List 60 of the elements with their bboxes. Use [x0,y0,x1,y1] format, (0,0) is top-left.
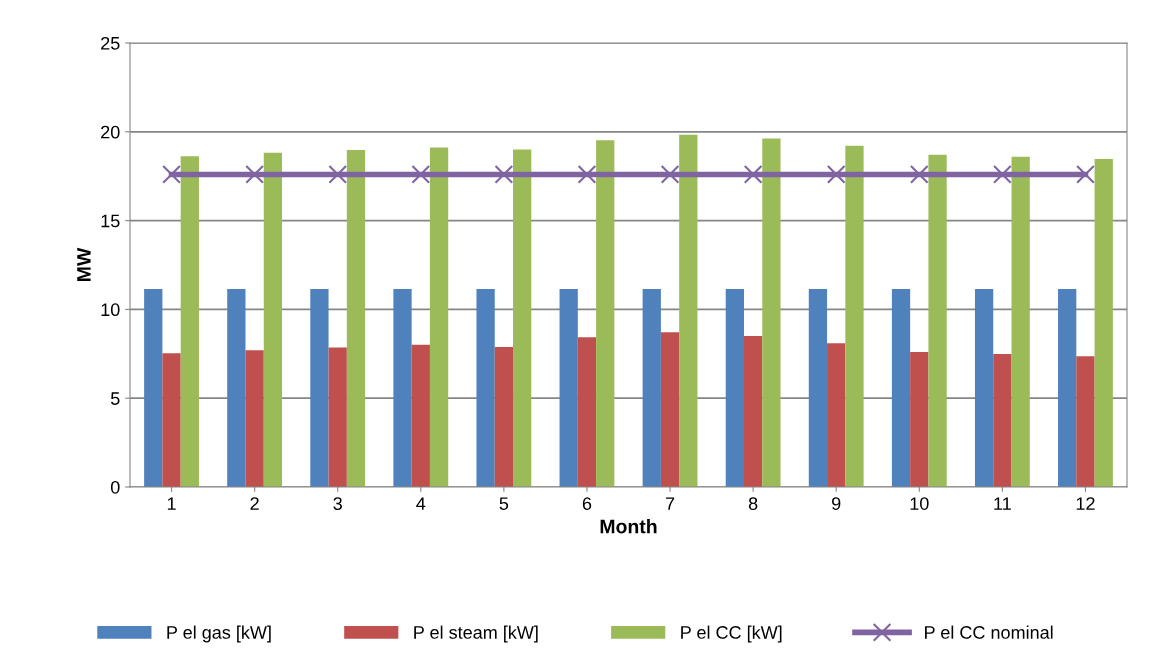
y-tick-label: 5 [110,392,120,405]
x-tick-label: 12 [1076,497,1095,510]
x-tick-label: 5 [499,497,509,510]
legend-label: P el CC nominal [925,625,1053,639]
x-tick-label: 3 [333,497,342,510]
bar [928,154,947,487]
bar [891,288,911,487]
bar [642,288,661,487]
bar [429,147,449,487]
x-tick-label: 7 [665,497,675,510]
bar [910,352,929,487]
legend-label: P el steam [kW] [414,625,538,643]
bar [1094,158,1113,487]
bar [845,145,864,487]
bar [263,152,283,487]
y-axis-title: MW [77,247,91,281]
legend-label: P el CC [kW] [681,625,782,643]
bar [513,149,532,487]
x-tick-label: 8 [748,497,758,510]
bar [494,347,514,487]
bar [411,344,430,487]
bar [660,332,680,487]
y-tick-label: 20 [101,125,120,139]
bar [346,150,366,487]
x-tick-label: 10 [910,497,929,510]
bar [393,288,412,487]
x-tick-label: 6 [582,497,592,510]
bar [993,353,1012,487]
legend-label: P el gas [kW] [167,625,271,643]
bar [725,288,744,487]
bar [476,288,495,487]
bar [827,343,846,487]
y-tick-label: 15 [101,214,120,228]
bar [1076,356,1095,487]
bar [1011,156,1030,487]
x-tick-label: 4 [416,497,426,510]
bar [577,337,597,487]
x-tick-label: 2 [250,497,259,510]
bar [180,156,199,487]
bar [144,288,163,487]
bar [762,138,781,487]
bar [245,350,264,487]
x-tick-label: 11 [994,497,1011,510]
bar [162,353,181,487]
bar [227,288,246,487]
x-axis-title: Month [600,519,657,534]
y-tick-label: 25 [101,36,120,50]
x-tick-label: 9 [832,497,841,510]
bar [808,288,828,487]
bar [559,288,578,487]
bar [596,140,615,487]
bar [679,134,698,487]
x-tick-label: 1 [167,497,176,510]
bar [974,288,994,487]
bar [328,347,347,487]
bar [310,288,329,487]
y-tick-label: 0 [110,480,120,494]
bar [1058,288,1077,487]
y-tick-label: 10 [101,303,120,317]
bar [743,336,763,487]
